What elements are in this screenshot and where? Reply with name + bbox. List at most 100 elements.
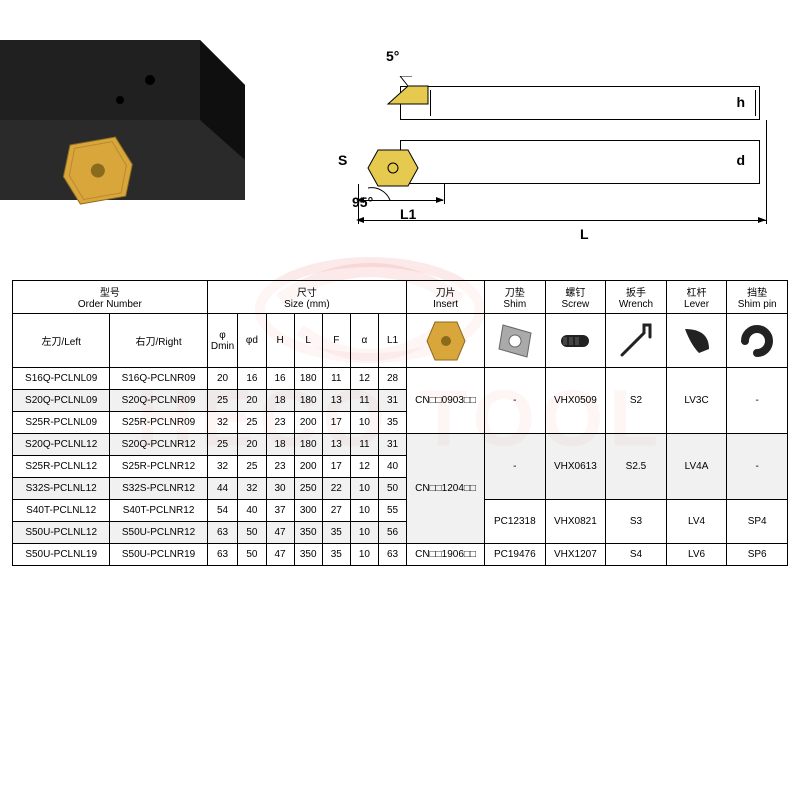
shim-cell: PC12318	[485, 500, 546, 544]
size-cell: 50	[238, 544, 266, 566]
wrench-cell: S2.5	[606, 434, 667, 500]
size-cell: 23	[266, 412, 294, 434]
hdr-shim-cn: 刀垫	[487, 284, 543, 299]
hdr-alpha: α	[350, 314, 378, 368]
shim-cell: -	[485, 368, 546, 434]
hdr-L: L	[294, 314, 322, 368]
insert-cell: CN□□0903□□	[407, 368, 485, 434]
size-cell: 12	[350, 368, 378, 390]
size-cell: 35	[322, 544, 350, 566]
tool-holder-svg	[0, 0, 300, 260]
size-cell: 55	[379, 500, 407, 522]
insert-cell: CN□□1204□□	[407, 434, 485, 544]
shimpin-cell: SP6	[727, 544, 788, 566]
hdr-screw-en: Screw	[548, 299, 604, 310]
order-cell: S32S-PCLNL12	[13, 478, 110, 500]
size-cell: 17	[322, 456, 350, 478]
hdr-lever-en: Lever	[669, 299, 725, 310]
order-cell: S40T-PCLNL12	[13, 500, 110, 522]
size-cell: 20	[207, 368, 238, 390]
size-cell: 44	[207, 478, 238, 500]
size-cell: 200	[294, 412, 322, 434]
ext-right	[766, 120, 767, 224]
label-L: L	[580, 226, 589, 242]
hdr-shimpin: 挡垫 Shim pin	[727, 281, 788, 314]
screw-cell: VHX1207	[545, 544, 606, 566]
size-cell: 27	[322, 500, 350, 522]
shimpin-cell: -	[727, 434, 788, 500]
hdr-wrench: 扳手 Wrench	[606, 281, 667, 314]
hdr-wrench-en: Wrench	[608, 299, 664, 310]
label-L1: L1	[400, 206, 416, 222]
order-cell: S20Q-PCLNL12	[13, 434, 110, 456]
size-cell: 12	[350, 456, 378, 478]
hdr-lever: 杠杆 Lever	[666, 281, 727, 314]
size-cell: 350	[294, 522, 322, 544]
hdr-shim: 刀垫 Shim	[485, 281, 546, 314]
order-cell: S25R-PCLNR12	[110, 456, 207, 478]
size-cell: 10	[350, 500, 378, 522]
size-cell: 23	[266, 456, 294, 478]
size-cell: 35	[379, 412, 407, 434]
hdr-size-cn: 尺寸	[210, 284, 404, 299]
size-cell: 50	[379, 478, 407, 500]
size-cell: 30	[266, 478, 294, 500]
size-cell: 28	[379, 368, 407, 390]
dimension-diagram: 5° 95° h d L L1 S	[300, 0, 800, 260]
insert-cell: CN□□1906□□	[407, 544, 485, 566]
size-cell: 10	[350, 412, 378, 434]
hdr-order-en: Order Number	[15, 299, 205, 310]
icon-shim	[485, 314, 546, 368]
label-95deg: 95°	[352, 194, 373, 210]
screw-cell: VHX0821	[545, 500, 606, 544]
size-cell: 25	[238, 456, 266, 478]
shim-cell: -	[485, 434, 546, 500]
size-cell: 10	[350, 478, 378, 500]
lever-cell: LV4A	[666, 434, 727, 500]
size-cell: 180	[294, 368, 322, 390]
size-cell: 40	[238, 500, 266, 522]
order-cell: S50U-PCLNR19	[110, 544, 207, 566]
order-cell: S50U-PCLNL12	[13, 522, 110, 544]
order-cell: S50U-PCLNL19	[13, 544, 110, 566]
hdr-size-en: Size (mm)	[210, 299, 404, 310]
hdr-shimpin-en: Shim pin	[729, 299, 785, 310]
icon-screw	[545, 314, 606, 368]
icon-wrench	[606, 314, 667, 368]
size-cell: 50	[238, 522, 266, 544]
order-cell: S25R-PCLNR09	[110, 412, 207, 434]
order-cell: S25R-PCLNL12	[13, 456, 110, 478]
label-d: d	[736, 152, 745, 168]
size-cell: 11	[350, 434, 378, 456]
size-cell: 25	[238, 412, 266, 434]
size-cell: 35	[322, 522, 350, 544]
size-cell: 32	[207, 412, 238, 434]
size-cell: 31	[379, 434, 407, 456]
size-cell: 20	[238, 390, 266, 412]
size-cell: 63	[207, 544, 238, 566]
hdr-wrench-cn: 扳手	[608, 284, 664, 299]
lever-cell: LV3C	[666, 368, 727, 434]
size-cell: 54	[207, 500, 238, 522]
diagram-side-bar	[400, 140, 760, 184]
size-cell: 13	[322, 390, 350, 412]
size-cell: 180	[294, 390, 322, 412]
hdr-order-cn: 型号	[15, 284, 205, 299]
size-cell: 16	[266, 368, 294, 390]
hdr-insert-en: Insert	[409, 299, 482, 310]
product-photo	[0, 0, 300, 260]
hdr-insert-cn: 刀片	[409, 284, 482, 299]
size-cell: 13	[322, 434, 350, 456]
size-cell: 25	[207, 390, 238, 412]
order-cell: S20Q-PCLNL09	[13, 390, 110, 412]
size-cell: 56	[379, 522, 407, 544]
icon-lever	[666, 314, 727, 368]
hdr-screw-cn: 螺钉	[548, 284, 604, 299]
hdr-insert: 刀片 Insert	[407, 281, 485, 314]
size-cell: 37	[266, 500, 294, 522]
size-cell: 11	[322, 368, 350, 390]
table-row: S20Q-PCLNL12S20Q-PCLNR12252018180131131C…	[13, 434, 788, 456]
size-cell: 63	[207, 522, 238, 544]
shimpin-cell: -	[727, 368, 788, 434]
table-row: S50U-PCLNL19S50U-PCLNR19635047350351063C…	[13, 544, 788, 566]
